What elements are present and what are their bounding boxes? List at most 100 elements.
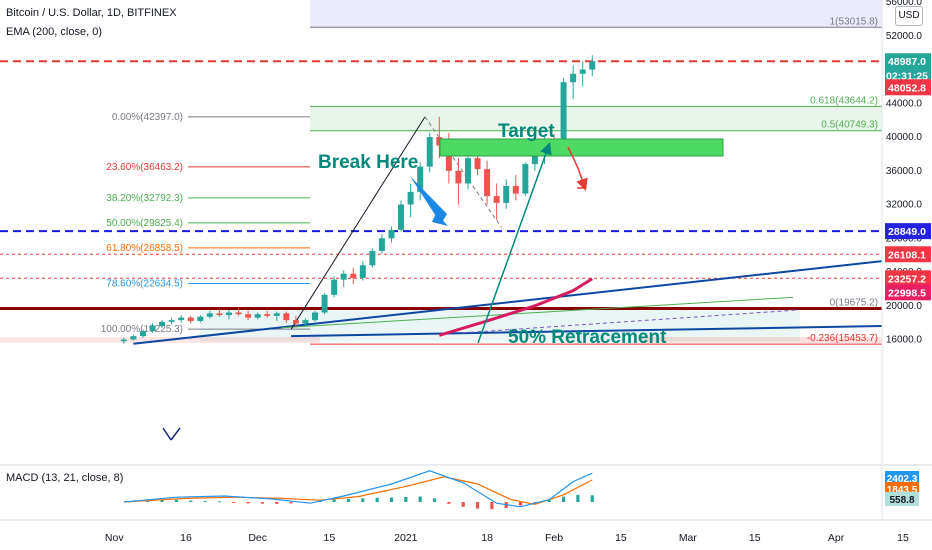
candle-body — [493, 196, 500, 203]
macd-histogram-bar — [246, 502, 250, 504]
symbol-title[interactable]: Bitcoin / U.S. Dollar, 1D, BITFINEX — [6, 7, 177, 19]
fib-extension-zone — [310, 106, 882, 131]
macd-signal-line — [123, 476, 593, 506]
price-axis-tick: 16000.0 — [886, 335, 923, 346]
time-axis-tick: 2021 — [394, 532, 418, 544]
fib-retracement-label: 61.80%(26858.5) — [106, 243, 183, 254]
marker-arrow — [170, 427, 181, 441]
candle-body — [264, 314, 271, 316]
macd-histogram-bar — [590, 495, 594, 502]
candle-body — [168, 320, 175, 322]
trendline — [291, 325, 883, 338]
fib-extension-label: 1(53015.8) — [830, 16, 878, 27]
candle-body — [417, 166, 424, 192]
target-annotation: Target — [498, 121, 555, 142]
macd-histogram-bar — [475, 502, 480, 509]
macd-badge-label: 2402.3 — [887, 474, 918, 485]
macd-legend[interactable]: MACD (13, 21, close, 8) — [6, 472, 124, 484]
macd-histogram-bar — [160, 499, 164, 502]
candle-body — [512, 185, 519, 194]
candle-body — [369, 250, 376, 266]
price-axis-tick: 44000.0 — [886, 98, 923, 109]
candle-body — [531, 155, 538, 165]
candle-body — [206, 313, 213, 317]
fib-extension-zone — [310, 0, 882, 28]
target-box — [439, 138, 724, 157]
currency-button[interactable]: USD — [895, 6, 923, 26]
macd-badge — [885, 492, 919, 506]
macd-histogram-bar — [576, 494, 580, 502]
candle-body — [560, 82, 567, 148]
macd-histogram-bar — [289, 502, 293, 504]
macd-histogram-bar — [375, 497, 379, 502]
candle-body — [522, 164, 529, 194]
price-axis-tick: 32000.0 — [886, 200, 923, 211]
macd-badge-label: 558.8 — [889, 495, 914, 506]
trendline — [133, 260, 883, 345]
candle-body — [426, 137, 433, 167]
macd-histogram-bar — [404, 496, 408, 502]
candle-body — [359, 265, 366, 278]
fib-extension-label: 0.618(43644.2) — [810, 95, 878, 106]
macd-histogram-bar — [418, 496, 422, 502]
fib-extension-zone — [200, 308, 800, 342]
fib-retracement-label: 50.00%(29825.4) — [106, 218, 183, 229]
candle-body — [283, 313, 290, 321]
price-badge — [885, 284, 931, 301]
macd-histogram-bar — [217, 501, 222, 503]
macd-histogram-bar — [332, 499, 336, 502]
marker-arrow — [162, 427, 172, 441]
candle-body — [273, 313, 280, 316]
macd-histogram-bar — [518, 502, 523, 506]
candle-body — [503, 185, 510, 203]
candle-body — [321, 294, 328, 313]
ema-legend[interactable]: EMA (200, close, 0) — [6, 26, 102, 38]
ema-200-line — [438, 277, 594, 337]
fib-retracement-label: 0.00%(42397.0) — [112, 112, 183, 123]
price-badge — [885, 79, 931, 96]
candle-body — [292, 320, 299, 324]
macd-histogram-bar — [447, 502, 451, 504]
price-badge-label: 23257.2 — [888, 273, 926, 285]
candle-body — [436, 137, 443, 146]
time-axis-tick: 15 — [897, 532, 909, 544]
candle-body — [235, 312, 242, 315]
fib-extension-label: 0.5(40749.3) — [821, 120, 878, 131]
fib-trendline — [424, 116, 502, 228]
candle-body — [120, 339, 127, 342]
time-axis-tick: Apr — [828, 532, 845, 544]
reversal-arrow — [567, 146, 588, 191]
candle-body — [130, 336, 137, 340]
price-axis-tick: 56000.0 — [886, 0, 923, 8]
time-axis-tick: 15 — [615, 532, 627, 544]
candle-body — [445, 145, 452, 171]
price-axis-tick: 40000.0 — [886, 132, 923, 143]
time-axis-tick: 15 — [749, 532, 761, 544]
candle-body — [455, 170, 462, 184]
macd-histogram-bar — [174, 499, 178, 502]
price-axis-tick: 52000.0 — [886, 31, 923, 42]
time-axis-tick: Feb — [545, 532, 563, 544]
price-badge-label: 26108.1 — [888, 249, 926, 261]
fib-retracement-label: 100.00%(17225.3) — [101, 324, 183, 335]
price-axis-tick: 36000.0 — [886, 166, 923, 177]
candle-body — [187, 317, 194, 321]
macd-histogram-bar — [432, 498, 437, 502]
price-badge-label: 48052.8 — [888, 82, 926, 94]
macd-badge — [885, 471, 919, 485]
candle-body — [139, 331, 146, 337]
fib-extension-zone — [640, 336, 882, 343]
fib-extension-zone — [310, 27, 882, 106]
candle-body — [331, 279, 338, 295]
macd-histogram-bar — [490, 502, 494, 510]
break-here-annotation: Break Here — [318, 152, 418, 173]
price-axis-tick: 20000.0 — [886, 301, 923, 312]
macd-histogram-bar — [346, 498, 351, 502]
price-badge-label: 48987.0 — [888, 56, 926, 68]
time-axis-tick: 16 — [180, 532, 192, 544]
candle-body — [254, 314, 261, 318]
price-badge-label: 28849.0 — [888, 226, 926, 238]
macd-histogram-bar — [361, 498, 365, 502]
time-axis-tick: 15 — [324, 532, 336, 544]
